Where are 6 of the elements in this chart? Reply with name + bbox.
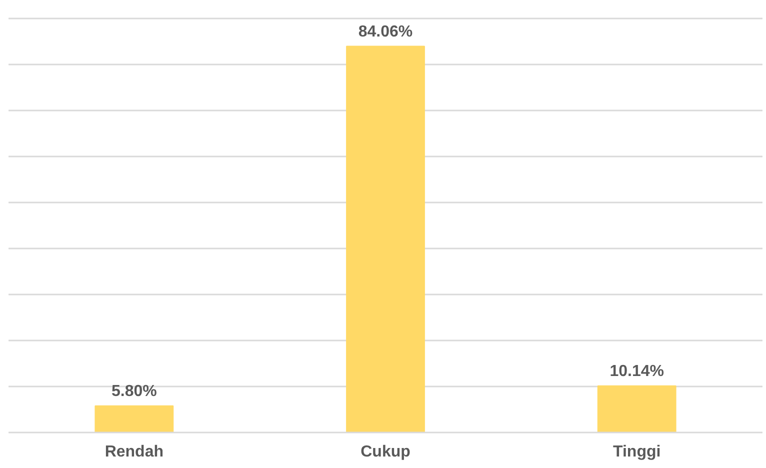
x-tick-label: Rendah: [104, 444, 164, 460]
data-label: 5.80%: [111, 382, 157, 400]
x-tick-label: Cukup: [360, 444, 411, 460]
x-tick-label: Tinggi: [612, 444, 661, 460]
data-label: 10.14%: [610, 362, 664, 380]
data-label: 84.06%: [358, 23, 413, 40]
